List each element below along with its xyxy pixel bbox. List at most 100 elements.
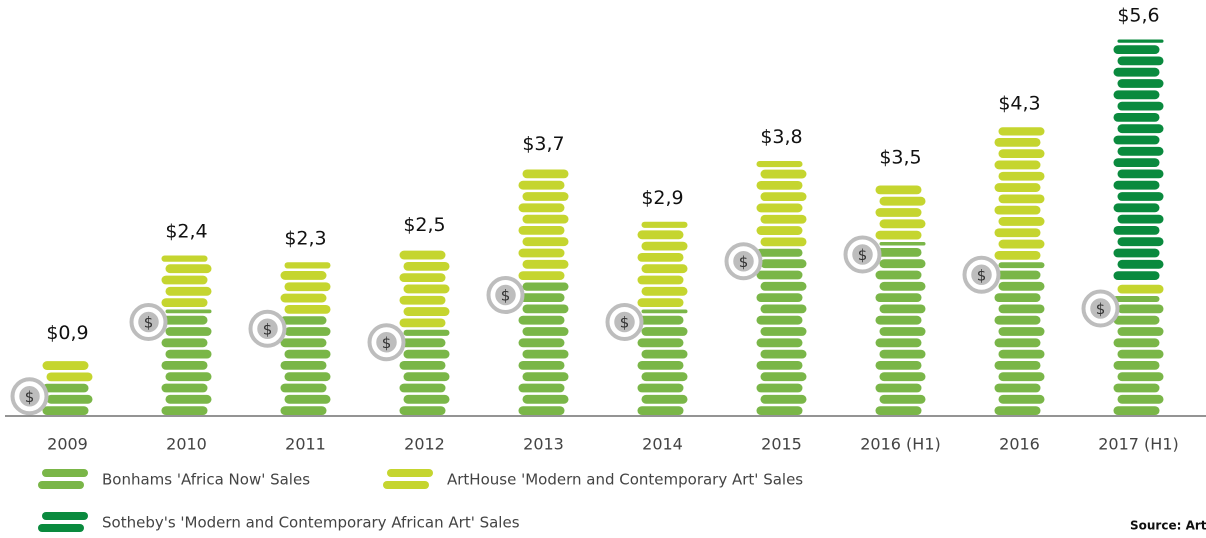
coin [998,217,1045,226]
coin [998,304,1045,314]
coin [1113,248,1160,258]
legend-label: Sotheby's 'Modern and Contemporary Afric… [102,514,520,532]
coin [641,327,688,336]
total-label: $3,5 [879,146,921,168]
coin [165,394,212,404]
coin [1113,338,1160,348]
source: Source: ArtTactic [1130,519,1206,533]
bar-segment [518,169,569,280]
coin [637,406,684,415]
total-label: $2,9 [641,187,683,209]
icon-core [969,263,994,287]
coin [994,315,1041,325]
coin [756,180,803,190]
bar-segment [518,282,569,415]
coin [522,259,569,269]
coin [998,171,1045,181]
dollar-icon: $ [10,377,49,416]
icon-core [731,249,756,273]
coin [1113,361,1160,370]
coin [760,349,807,359]
coin [756,406,803,415]
bar-segment [1113,39,1164,280]
dollar-icon: $ [486,276,525,314]
coin [399,338,446,348]
coin [522,349,569,359]
legend-label: ArtHouse 'Modern and Contemporary Art' S… [447,471,803,489]
bar-segment [280,262,331,314]
coin [1117,394,1164,404]
x-tick-label: 2009 [47,435,88,454]
coin [637,361,684,370]
bar-segment [1117,284,1164,294]
coin [879,327,926,336]
coin [1113,180,1160,190]
coin [875,383,922,393]
total-label: $2,5 [403,214,445,236]
coin [165,286,212,296]
icon-glyph: $ [620,314,630,332]
coin [165,327,212,336]
coin [42,512,88,520]
coin [522,394,569,404]
icon-glyph: $ [144,314,154,332]
coin [403,329,450,336]
coin [879,259,926,269]
dollar-icon: $ [724,242,763,281]
coin [284,372,331,382]
legend-swatch [38,469,88,489]
coin [994,137,1041,147]
coin [1113,315,1160,325]
coin [161,406,208,415]
coin [637,338,684,348]
coin [756,338,803,348]
coin [522,304,569,314]
coin [165,372,212,382]
bar-segment [399,329,450,415]
total-label: $3,8 [760,126,802,148]
coin [403,349,450,359]
coin [518,180,565,190]
coin [383,481,429,489]
coin [760,192,807,202]
coin [994,338,1041,348]
bar-segment [875,242,926,415]
icon-core [850,242,875,267]
coin [403,394,450,404]
coin [998,194,1045,204]
coin [518,406,565,415]
total-label: $4,3 [998,92,1040,114]
coin [1117,349,1164,359]
coin [998,127,1045,136]
coin [875,270,922,280]
coin [637,315,684,325]
coin [42,383,89,393]
coin [994,250,1041,260]
coin [518,293,565,302]
coin [403,284,450,294]
coin [998,149,1045,159]
coin [756,203,803,213]
coin [280,271,327,280]
coin [280,316,327,325]
coin [760,304,807,314]
coin [522,327,569,336]
coin [875,338,922,348]
coin [280,383,327,393]
coin [280,293,327,303]
dollar-icon: $ [367,323,406,362]
coin [42,406,89,415]
coin [641,286,688,296]
icon-glyph: $ [858,246,868,264]
coin [879,196,926,206]
icon-glyph: $ [977,266,987,284]
coin [756,161,803,168]
coin [522,237,569,247]
coin [1117,284,1164,294]
coin [403,372,450,382]
coin [1113,406,1160,415]
x-tick-label: 2010 [166,435,207,454]
coin [875,315,922,325]
bar-segment [161,255,212,307]
